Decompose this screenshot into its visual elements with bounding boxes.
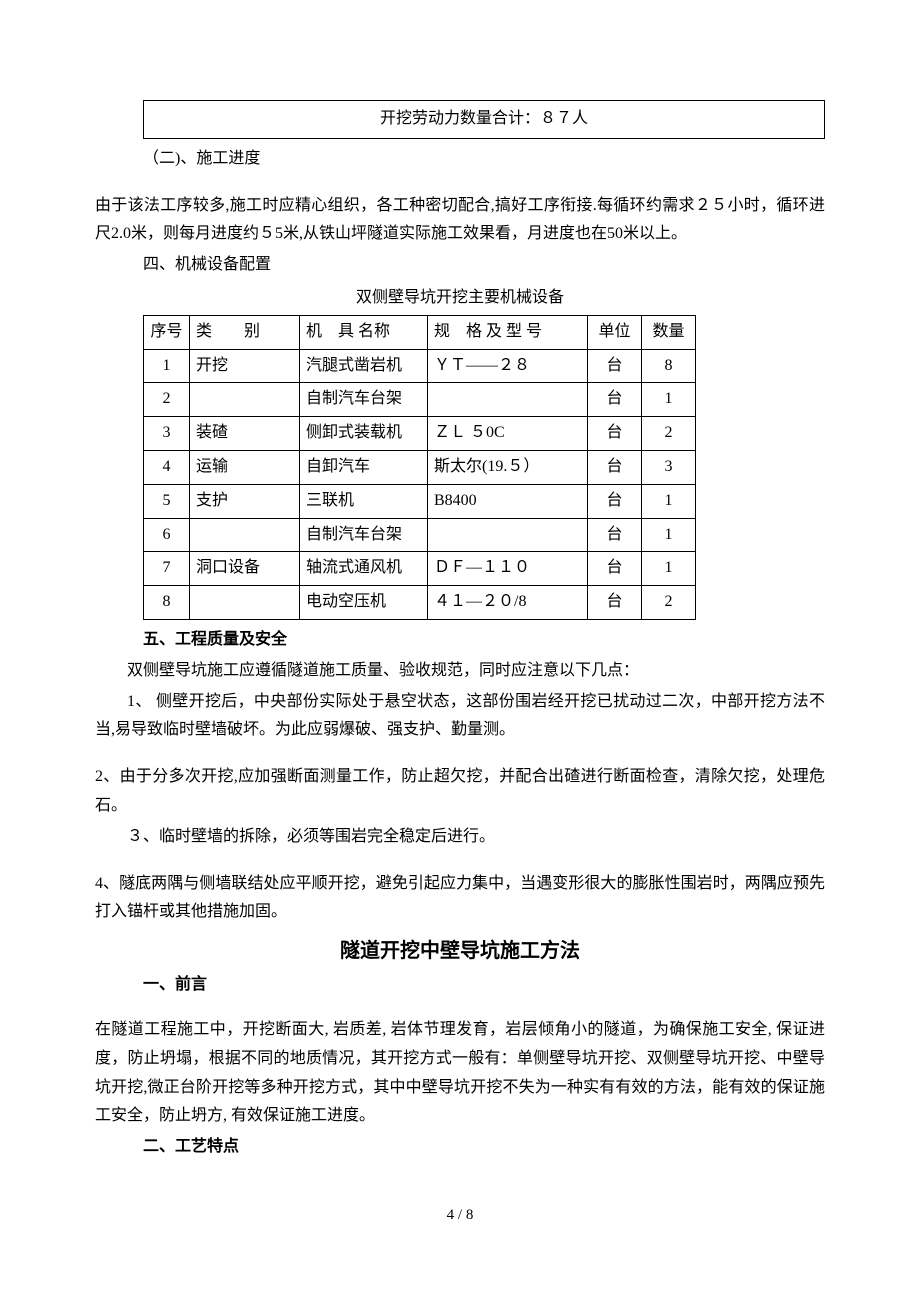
equipment-table: 序号 类 别 机 具 名称 规 格 及 型 号 单位 数量 1 开挖 汽腿式凿岩…: [143, 315, 696, 620]
cell-qty: 2: [642, 586, 696, 620]
cell-spec: ４１—２０/8: [428, 586, 588, 620]
cell-seq: 2: [144, 383, 190, 417]
table-row: 5 支护 三联机 B8400 台 1: [144, 484, 696, 518]
cell-name: 汽腿式凿岩机: [300, 349, 428, 383]
section-b1-paragraph: 在隧道工程施工中，开挖断面大, 岩质差, 岩体节理发育，岩层倾角小的隧道，为确保…: [95, 1016, 825, 1131]
table-row: 1 开挖 汽腿式凿岩机 ＹＴ——２８ 台 8: [144, 349, 696, 383]
labor-summary-text: 开挖劳动力数量合计：８７人: [380, 110, 588, 127]
cell-name: 自卸汽车: [300, 450, 428, 484]
section-5-intro: 双侧壁导坑施工应遵循隧道施工质量、验收规范，同时应注意以下几点：: [95, 657, 825, 686]
cell-cat: 洞口设备: [190, 552, 300, 586]
th-unit: 单位: [588, 315, 642, 349]
cell-name: 侧卸式装载机: [300, 417, 428, 451]
cell-unit: 台: [588, 552, 642, 586]
doc-title-2: 隧道开挖中壁导坑施工方法: [95, 933, 825, 969]
cell-unit: 台: [588, 484, 642, 518]
cell-seq: 4: [144, 450, 190, 484]
cell-name: 自制汽车台架: [300, 383, 428, 417]
th-seq: 序号: [144, 315, 190, 349]
cell-qty: 1: [642, 383, 696, 417]
cell-spec: ＹＴ——２８: [428, 349, 588, 383]
cell-spec: B8400: [428, 484, 588, 518]
th-name: 机 具 名称: [300, 315, 428, 349]
table-row: 8 电动空压机 ４１—２０/8 台 2: [144, 586, 696, 620]
cell-unit: 台: [588, 417, 642, 451]
table-row: 6 自制汽车台架 台 1: [144, 518, 696, 552]
cell-qty: 1: [642, 552, 696, 586]
cell-cat: [190, 586, 300, 620]
cell-cat: [190, 518, 300, 552]
section-4-title: 四、机械设备配置: [95, 251, 825, 280]
table-caption: 双侧壁导坑开挖主要机械设备: [95, 284, 825, 313]
cell-seq: 8: [144, 586, 190, 620]
section-b1-title: 一、前言: [95, 971, 825, 1000]
cell-cat: 装碴: [190, 417, 300, 451]
cell-spec: ＤＦ—１１０: [428, 552, 588, 586]
cell-unit: 台: [588, 383, 642, 417]
section-5-item-3: ３、临时壁墙的拆除，必须等围岩完全稳定后进行。: [95, 823, 825, 852]
cell-seq: 5: [144, 484, 190, 518]
table-row: 2 自制汽车台架 台 1: [144, 383, 696, 417]
section-5-item-2: 2、由于分多次开挖,应加强断面测量工作，防止超欠挖，并配合出碴进行断面检查，清除…: [95, 763, 825, 821]
cell-spec: 斯太尔(19.５）: [428, 450, 588, 484]
cell-qty: 8: [642, 349, 696, 383]
cell-unit: 台: [588, 349, 642, 383]
cell-name: 三联机: [300, 484, 428, 518]
cell-name: 电动空压机: [300, 586, 428, 620]
cell-unit: 台: [588, 586, 642, 620]
cell-unit: 台: [588, 518, 642, 552]
section-2-title: （二)、施工进度: [95, 145, 825, 174]
th-spec: 规 格 及 型 号: [428, 315, 588, 349]
cell-cat: 开挖: [190, 349, 300, 383]
cell-name: 自制汽车台架: [300, 518, 428, 552]
cell-seq: 3: [144, 417, 190, 451]
table-header-row: 序号 类 别 机 具 名称 规 格 及 型 号 单位 数量: [144, 315, 696, 349]
cell-cat: [190, 383, 300, 417]
cell-spec: [428, 518, 588, 552]
th-category: 类 别: [190, 315, 300, 349]
th-qty: 数量: [642, 315, 696, 349]
section-2-paragraph: 由于该法工序较多,施工时应精心组织，各工种密切配合,搞好工序衔接.每循环约需求２…: [95, 192, 825, 250]
table-row: 4 运输 自卸汽车 斯太尔(19.５） 台 3: [144, 450, 696, 484]
cell-seq: 1: [144, 349, 190, 383]
cell-spec: ＺＬ ５0C: [428, 417, 588, 451]
cell-seq: 7: [144, 552, 190, 586]
cell-name: 轴流式通风机: [300, 552, 428, 586]
cell-qty: 1: [642, 484, 696, 518]
section-5-item-4: 4、隧底两隅与侧墙联结处应平顺开挖，避免引起应力集中，当遇变形很大的膨胀性围岩时…: [95, 870, 825, 928]
cell-qty: 2: [642, 417, 696, 451]
section-5-title: 五、工程质量及安全: [95, 626, 825, 655]
page-number: 4 / 8: [95, 1202, 825, 1229]
labor-summary-box: 开挖劳动力数量合计：８７人: [143, 100, 825, 139]
cell-seq: 6: [144, 518, 190, 552]
cell-cat: 运输: [190, 450, 300, 484]
cell-qty: 1: [642, 518, 696, 552]
table-row: 3 装碴 侧卸式装载机 ＺＬ ５0C 台 2: [144, 417, 696, 451]
table-row: 7 洞口设备 轴流式通风机 ＤＦ—１１０ 台 1: [144, 552, 696, 586]
cell-unit: 台: [588, 450, 642, 484]
section-b2-title: 二、工艺特点: [95, 1133, 825, 1162]
cell-spec: [428, 383, 588, 417]
section-5-item-1: 1、 侧壁开挖后，中央部份实际处于悬空状态，这部份围岩经开挖已扰动过二次，中部开…: [95, 688, 825, 746]
cell-cat: 支护: [190, 484, 300, 518]
cell-qty: 3: [642, 450, 696, 484]
